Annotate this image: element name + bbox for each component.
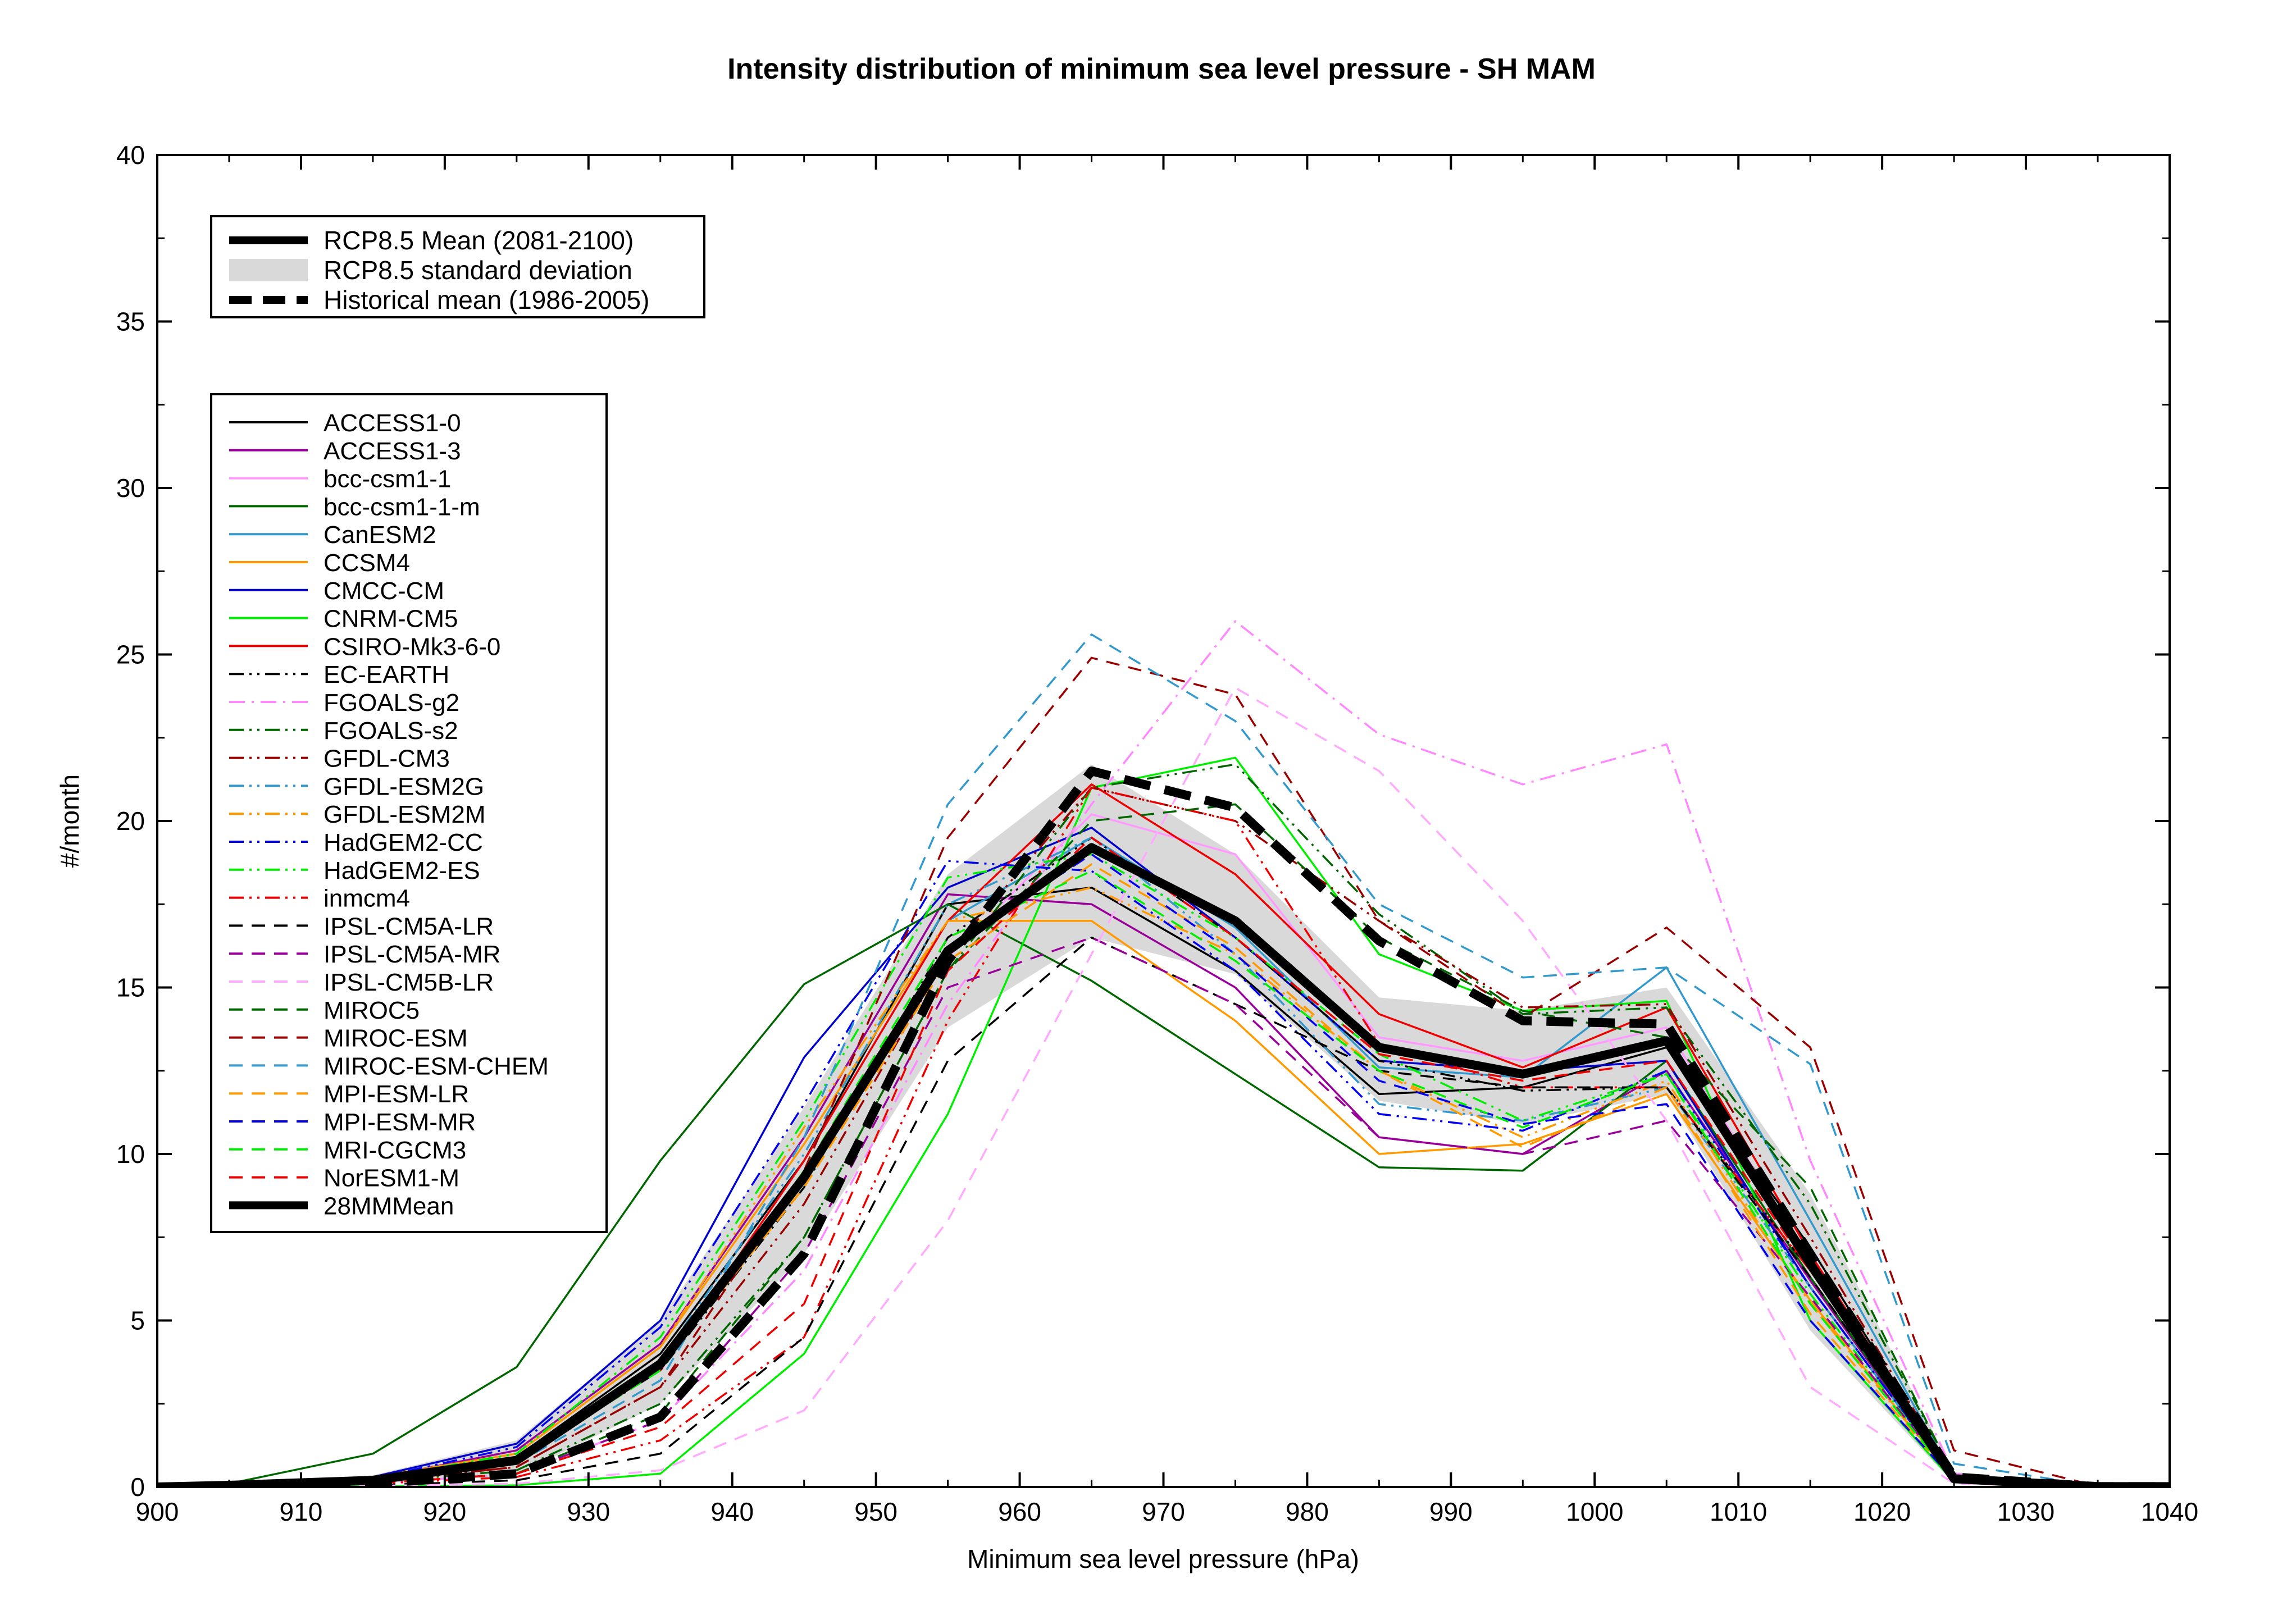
y-tick-label: 35 <box>116 307 145 336</box>
legend-sample-std-band <box>229 259 308 281</box>
axes: 900 910 920 930 940 950 960 970 980 990 1000 1010 10… <box>116 140 2198 1526</box>
y-tick-label: 0 <box>130 1472 145 1502</box>
legend-label-ipsl-cm5b-lr: IPSL-CM5B-LR <box>324 969 494 996</box>
std-deviation-band <box>157 764 2170 1487</box>
legend-label-canesm2: CanESM2 <box>324 521 436 549</box>
legend-label-ipsl-cm5a-mr: IPSL-CM5A-MR <box>324 941 500 968</box>
chart-title: Intensity distribution of minimum sea le… <box>727 53 1596 85</box>
legend-summary-label: RCP8.5 Mean (2081-2100) <box>324 226 634 255</box>
x-tick-label: 980 <box>1286 1497 1329 1526</box>
x-tick-label: 1010 <box>1710 1497 1767 1526</box>
legend-label-mpi-esm-mr: MPI-ESM-MR <box>324 1108 476 1136</box>
x-tick-label: 960 <box>998 1497 1041 1526</box>
legend-label-gfdl-cm3: GFDL-CM3 <box>324 745 450 773</box>
legend-label-access1-3: ACCESS1-3 <box>324 437 461 465</box>
legend-label-cmcc-cm: CMCC-CM <box>324 577 444 605</box>
legend-label-28mmmean: 28MMMean <box>324 1192 454 1220</box>
x-tick-label: 970 <box>1142 1497 1185 1526</box>
legend-label-noresm1-m: NorESM1-M <box>324 1165 459 1192</box>
y-tick-label: 5 <box>130 1306 145 1335</box>
legend-label-csiro-mk3-6-0: CSIRO-Mk3-6-0 <box>324 633 500 660</box>
legend-label-miroc-esm: MIROC-ESM <box>324 1025 468 1052</box>
series-line-mpi-esm-lr <box>157 863 2170 1487</box>
x-axis-label: Minimum sea level pressure (hPa) <box>967 1544 1359 1573</box>
x-tick-label: 920 <box>423 1497 466 1526</box>
y-tick-label: 40 <box>116 140 145 170</box>
x-tick-label: 940 <box>710 1497 754 1526</box>
x-tick-label: 930 <box>567 1497 610 1526</box>
x-tick-label: 910 <box>280 1497 323 1526</box>
legend-label-gfdl-esm2m: GFDL-ESM2M <box>324 801 485 828</box>
x-tick-label: 1000 <box>1566 1497 1623 1526</box>
y-tick-label: 25 <box>116 640 145 669</box>
legend-label-inmcm4: inmcm4 <box>324 885 410 913</box>
legend-summary-label: RCP8.5 standard deviation <box>324 256 632 285</box>
legend-label-bcc-csm1-1-m: bcc-csm1-1-m <box>324 493 480 521</box>
legend-label-mpi-esm-lr: MPI-ESM-LR <box>324 1080 469 1108</box>
legend-models: ACCESS1-0ACCESS1-3bcc-csm1-1bcc-csm1-1-m… <box>210 393 608 1233</box>
legend-label-gfdl-esm2g: GFDL-ESM2G <box>324 773 484 800</box>
y-tick-label: 10 <box>116 1139 145 1169</box>
series-line-mri-cgcm3 <box>157 870 2170 1487</box>
legend-label-miroc5: MIROC5 <box>324 997 420 1024</box>
x-tick-label: 1040 <box>2141 1497 2198 1526</box>
legend-label-hadgem2-es: HadGEM2-ES <box>324 857 480 884</box>
series-line-hadgem2-cc <box>157 860 2170 1487</box>
y-tick-label: 20 <box>116 806 145 836</box>
x-tick-label: 1030 <box>1997 1497 2054 1526</box>
legend-summary-label: Historical mean (1986-2005) <box>324 285 649 314</box>
legend-label-ccsm4: CCSM4 <box>324 549 410 577</box>
legend-label-fgoals-s2: FGOALS-s2 <box>324 717 458 745</box>
legend-label-miroc-esm-chem: MIROC-ESM-CHEM <box>324 1052 549 1080</box>
x-tick-label: 990 <box>1429 1497 1473 1526</box>
series-line-ipsl-cm5b-lr <box>157 687 2170 1487</box>
y-tick-label: 15 <box>116 973 145 1002</box>
rcp85-mean-line <box>157 843 2170 1487</box>
x-tick-label: 950 <box>854 1497 898 1526</box>
legend-label-bcc-csm1-1: bcc-csm1-1 <box>324 466 451 493</box>
legend-label-cnrm-cm5: CNRM-CM5 <box>324 605 458 633</box>
y-tick-label: 30 <box>116 473 145 503</box>
x-tick-label: 1020 <box>1853 1497 1911 1526</box>
legend-summary: RCP8.5 Mean (2081-2100)RCP8.5 standard d… <box>210 215 705 318</box>
legend-label-fgoals-g2: FGOALS-g2 <box>324 689 459 717</box>
x-tick-label: 900 <box>136 1497 179 1526</box>
legend-label-access1-0: ACCESS1-0 <box>324 409 461 437</box>
legend-label-hadgem2-cc: HadGEM2-CC <box>324 829 483 856</box>
series-line-ipsl-cm5a-mr <box>157 936 2170 1487</box>
series-line-miroc5 <box>157 803 2170 1487</box>
legend-label-mri-cgcm3: MRI-CGCM3 <box>324 1137 466 1164</box>
legend-label-ec-earth: EC-EARTH <box>324 661 449 688</box>
legend-label-ipsl-cm5a-lr: IPSL-CM5A-LR <box>324 913 494 940</box>
y-axis-label: #/month <box>55 774 84 868</box>
